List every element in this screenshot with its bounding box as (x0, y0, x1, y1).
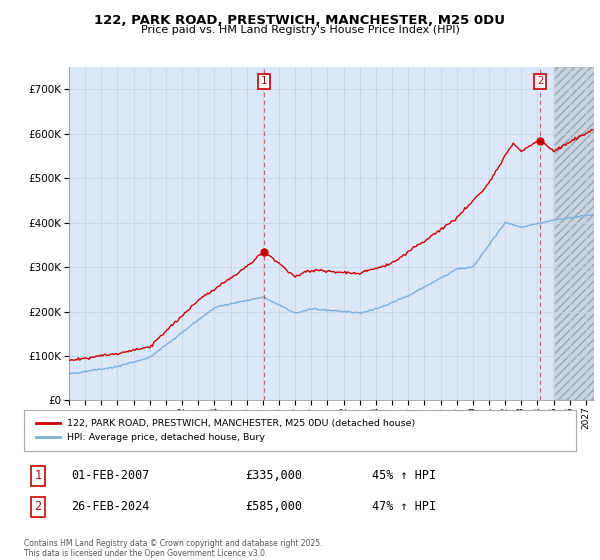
Text: 01-FEB-2007: 01-FEB-2007 (71, 469, 149, 482)
Text: 2: 2 (537, 76, 543, 86)
Text: 2: 2 (34, 500, 41, 514)
Text: £585,000: £585,000 (245, 500, 302, 514)
Bar (554, 67, 594, 400)
Text: 26-FEB-2024: 26-FEB-2024 (71, 500, 149, 514)
Text: 1: 1 (261, 76, 267, 86)
Text: 47% ↑ HPI: 47% ↑ HPI (372, 500, 436, 514)
Text: 122, PARK ROAD, PRESTWICH, MANCHESTER, M25 0DU: 122, PARK ROAD, PRESTWICH, MANCHESTER, M… (95, 14, 505, 27)
Text: Price paid vs. HM Land Registry's House Price Index (HPI): Price paid vs. HM Land Registry's House … (140, 25, 460, 35)
Bar (554, 67, 594, 400)
Text: Contains HM Land Registry data © Crown copyright and database right 2025.
This d: Contains HM Land Registry data © Crown c… (24, 539, 323, 558)
Text: 45% ↑ HPI: 45% ↑ HPI (372, 469, 436, 482)
Text: £335,000: £335,000 (245, 469, 302, 482)
Text: 1: 1 (34, 469, 41, 482)
Legend: 122, PARK ROAD, PRESTWICH, MANCHESTER, M25 0DU (detached house), HPI: Average pr: 122, PARK ROAD, PRESTWICH, MANCHESTER, M… (34, 417, 418, 444)
